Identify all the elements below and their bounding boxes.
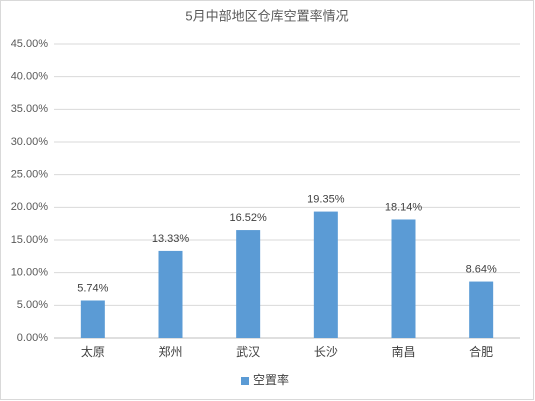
y-tick-label: 15.00%	[11, 234, 49, 246]
value-label: 19.35%	[307, 193, 345, 205]
bar	[80, 300, 105, 338]
y-tick-label: 40.00%	[11, 71, 49, 83]
y-tick-label: 10.00%	[11, 267, 49, 279]
value-label: 18.14%	[385, 201, 423, 213]
y-tick-label: 20.00%	[11, 201, 49, 213]
legend-swatch	[241, 377, 249, 385]
y-tick-label: 0.00%	[17, 332, 48, 344]
bar	[469, 281, 494, 338]
x-tick-label: 南昌	[391, 344, 415, 359]
bar	[158, 250, 183, 338]
y-tick-label: 25.00%	[11, 169, 49, 181]
x-tick-label: 合肥	[469, 344, 493, 359]
value-label: 8.64%	[466, 263, 497, 275]
x-tick-label: 武汉	[236, 345, 260, 359]
bar	[391, 219, 416, 338]
y-tick-label: 5.00%	[17, 299, 48, 311]
value-label: 5.74%	[77, 282, 108, 294]
x-tick-label: 长沙	[314, 345, 338, 359]
bar	[236, 230, 261, 338]
legend-label: 空置率	[253, 372, 289, 387]
x-tick-label: 太原	[81, 344, 105, 359]
value-label: 13.33%	[152, 233, 190, 245]
x-tick-label: 郑州	[158, 344, 182, 359]
chart-title: 5月中部地区仓库空置率情况	[185, 8, 348, 23]
y-tick-label: 35.00%	[11, 103, 49, 115]
y-tick-label: 30.00%	[11, 136, 49, 148]
value-label: 16.52%	[230, 212, 268, 224]
y-tick-label: 45.00%	[11, 38, 49, 50]
bar	[313, 211, 338, 338]
